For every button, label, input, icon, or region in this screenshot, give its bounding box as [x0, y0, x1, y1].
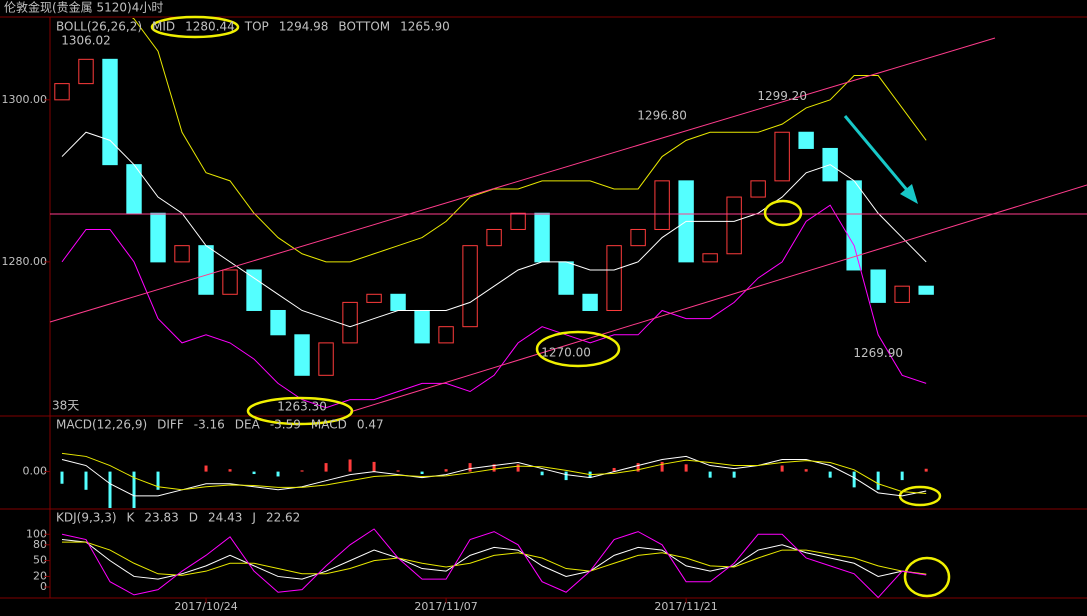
x-tick-label: 2017/11/21	[654, 600, 717, 613]
indicator-line	[61, 528, 927, 599]
channel-line	[49, 37, 996, 323]
highlight	[150, 15, 240, 39]
y-tick-label: 50	[33, 554, 47, 567]
candle	[894, 285, 910, 303]
highlight	[246, 396, 354, 426]
legend-value: 1265.90	[400, 20, 450, 34]
y-tick-label: 1280.00	[2, 255, 48, 268]
indicator-line	[61, 539, 927, 580]
candle	[198, 245, 214, 295]
drawings	[49, 15, 1087, 598]
legend-value: -3.59	[270, 418, 301, 432]
candle	[366, 293, 382, 303]
y-tick-label: 1300.00	[2, 93, 48, 106]
candle	[534, 212, 550, 263]
legend-value: -3.16	[194, 418, 225, 432]
candle	[174, 245, 190, 263]
legend-name: J	[251, 511, 256, 525]
highlight	[903, 556, 951, 598]
candle	[558, 261, 574, 295]
candle	[102, 58, 118, 166]
legend-value: 1294.98	[279, 20, 329, 34]
candle	[606, 245, 622, 311]
price-annotation: 1296.80	[637, 108, 687, 122]
price-annotation: 1269.90	[853, 346, 903, 360]
y-tick-label: 20	[33, 569, 47, 582]
candle	[294, 334, 310, 376]
indicator-label: KDJ(9,3,3)	[56, 511, 117, 525]
period-label: 38天	[52, 399, 79, 413]
price-annotation: 1263.30	[277, 400, 327, 414]
price-annotation: 1299.20	[757, 89, 807, 103]
candle	[222, 269, 238, 295]
indicator-line	[61, 204, 927, 409]
legend-name: MACD	[311, 418, 347, 432]
indicator-label: MACD(12,26,9)	[56, 418, 147, 432]
candle	[870, 269, 886, 303]
legend-name: D	[189, 511, 198, 525]
candle	[510, 212, 526, 230]
price-panel	[54, 18, 934, 409]
legend-name: MID	[152, 20, 175, 34]
candle	[414, 309, 430, 344]
candle	[630, 228, 646, 247]
y-tick-label: 0.00	[23, 465, 48, 478]
candle	[798, 131, 814, 149]
candle	[438, 326, 454, 344]
candle	[750, 180, 766, 198]
candle	[654, 180, 670, 230]
candle	[462, 245, 478, 328]
candle	[78, 58, 94, 85]
x-tick-label: 2017/11/07	[414, 600, 477, 613]
candle	[270, 309, 286, 336]
legend-value: 23.83	[144, 511, 178, 525]
price-annotation: 1306.02	[61, 34, 111, 48]
indicator-label: BOLL(26,26,2)	[56, 20, 142, 34]
legend-name: TOP	[244, 20, 269, 34]
y-tick-label: 0	[40, 580, 47, 593]
x-tick-label: 2017/10/24	[174, 600, 237, 613]
highlight	[763, 199, 803, 227]
candle	[150, 212, 166, 263]
legend-value: 24.43	[208, 511, 242, 525]
indicator-line	[61, 131, 927, 328]
candle	[246, 269, 262, 311]
arrow-head	[900, 184, 918, 204]
candle	[54, 83, 70, 101]
candle	[702, 253, 718, 263]
candle	[726, 196, 742, 255]
candle	[918, 285, 934, 295]
y-tick-label: 80	[33, 538, 47, 551]
window-title: 伦敦金现(贵金属 5120)4小时	[4, 0, 163, 15]
legend-name: DIFF	[157, 418, 184, 432]
legend-value: 22.62	[266, 511, 300, 525]
legend-name: DEA	[235, 418, 261, 432]
legend-name: K	[127, 511, 136, 525]
highlight	[535, 330, 621, 368]
arrow	[843, 115, 914, 197]
legend-value: 1280.44	[185, 20, 235, 34]
y-tick-label: 100	[26, 527, 47, 540]
channel-line	[349, 184, 1087, 413]
candle	[582, 293, 598, 311]
indicator-line	[61, 455, 927, 497]
candle	[318, 342, 334, 376]
indicator-line	[62, 541, 927, 576]
candle	[342, 301, 358, 344]
price-annotation: 1270.00	[541, 345, 591, 359]
candle	[390, 293, 406, 311]
legend-value: 0.47	[357, 418, 384, 432]
candle	[486, 228, 502, 247]
legend-name: BOTTOM	[338, 20, 390, 34]
indicator-line	[61, 452, 927, 494]
candle	[774, 131, 790, 182]
